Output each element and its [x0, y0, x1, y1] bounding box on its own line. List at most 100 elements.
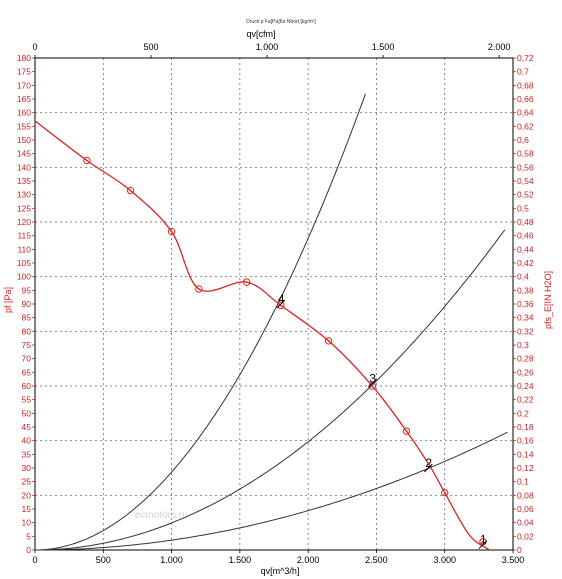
right-tick-label: 0: [517, 545, 522, 555]
bottom-tick-label: 1.500: [229, 555, 252, 565]
system-curve-line: [35, 229, 506, 551]
watermark: ecmotors.ru: [135, 510, 188, 521]
left-tick-label: 90: [22, 299, 32, 309]
operating-point-label: 4: [278, 292, 285, 306]
left-tick-label: 115: [17, 231, 31, 241]
left-tick-label: 105: [17, 258, 31, 268]
left-tick-label: 150: [17, 135, 31, 145]
fan-curve-marker-dot: [245, 281, 248, 284]
right-tick-label: 0,24: [517, 381, 534, 391]
bottom-tick-label: 2.000: [297, 555, 320, 565]
bottom-tick-label: 500: [96, 555, 111, 565]
right-tick-label: 0,5: [517, 203, 529, 213]
right-tick-label: 0,02: [517, 531, 534, 541]
operating-point-mark: [424, 463, 433, 473]
right-tick-label: 0,72: [517, 53, 534, 63]
left-tick-label: 130: [17, 190, 31, 200]
right-tick-label: 0,56: [517, 162, 534, 172]
chart-title: Druck p Fa[Pa]für Nbort.[kg/m³]: [246, 19, 316, 25]
right-tick-label: 0,08: [517, 490, 534, 500]
top-tick-label: 2.000: [488, 42, 511, 52]
right-tick-label: 0,32: [517, 326, 534, 336]
left-tick-label: 180: [17, 53, 31, 63]
left-tick-label: 135: [17, 176, 31, 186]
right-tick-label: 0,66: [517, 94, 534, 104]
fan-curve-marker-dot: [197, 288, 200, 290]
right-tick-label: 0,7: [517, 67, 529, 77]
right-tick-label: 0,62: [517, 121, 534, 131]
left-tick-label: 10: [22, 518, 32, 528]
plot-frame: [34, 57, 514, 551]
fan-curve-marker-dot: [170, 230, 173, 233]
left-tick-label: 75: [22, 340, 32, 350]
left-tick-label: 60: [22, 381, 32, 391]
right-tick-label: 0,14: [517, 449, 534, 459]
left-tick-label: 170: [17, 80, 31, 90]
operating-point-mark: [478, 540, 488, 549]
fan-curve-marker: [441, 488, 449, 497]
left-axis-label: pf [Pa]: [3, 287, 13, 313]
top-tick-label: 1.500: [372, 42, 395, 52]
right-tick-label: 0,34: [517, 313, 534, 323]
bottom-axis-label: qv[m^3/h]: [261, 566, 300, 576]
fan-curve-marker-dot: [371, 385, 374, 387]
left-tick-label: 155: [17, 121, 31, 131]
operating-point-label: 1: [480, 533, 487, 547]
left-tick-label: 85: [22, 313, 32, 323]
right-tick-label: 0,52: [517, 190, 534, 200]
left-tick-label: 5: [26, 531, 31, 541]
right-tick-label: 0,6: [517, 135, 529, 145]
right-tick-label: 0,64: [517, 108, 534, 118]
system-curve-line: [35, 431, 508, 551]
left-tick-label: 125: [17, 203, 31, 213]
top-tick-label: 500: [144, 42, 159, 52]
right-tick-label: 0,2: [517, 408, 529, 418]
bottom-axis: 0 500 1.000 1.500 2.000 2.500 3.000 3.500: [32, 550, 524, 565]
right-tick-label: 0,22: [517, 395, 534, 405]
operating-point-label: 3: [369, 371, 376, 385]
fan-curve-marker: [402, 427, 411, 435]
top-tick-label: 0: [32, 42, 37, 52]
fan-curve-marker-dot: [405, 430, 408, 432]
operating-point-label: 2: [425, 456, 432, 470]
right-tick-label: 0,42: [517, 258, 534, 268]
left-tick-label: 65: [22, 367, 32, 377]
left-tick-label: 50: [22, 408, 32, 418]
right-axis-label: pfs_E[IN H2O]: [543, 271, 553, 329]
left-tick-label: 110: [17, 244, 31, 254]
right-tick-label: 0,38: [517, 285, 534, 295]
grid: [35, 58, 513, 550]
right-tick-label: 0,16: [517, 436, 534, 446]
left-tick-label: 25: [22, 477, 32, 487]
bottom-tick-label: 2.500: [365, 555, 388, 565]
left-tick-label: 165: [17, 94, 31, 104]
left-tick-label: 175: [17, 67, 31, 77]
top-axis: 0 500 1.000 1.500 2.000: [32, 42, 510, 58]
fan-curve-marker: [126, 186, 135, 195]
left-tick-label: 20: [22, 490, 32, 500]
fan-curve-marker-dot: [443, 491, 446, 494]
right-tick-label: 0,44: [517, 244, 534, 254]
left-tick-label: 40: [22, 436, 32, 446]
left-tick-label: 35: [22, 449, 32, 459]
left-tick-label: 45: [22, 422, 32, 432]
left-axis: 0 5 10 15 20 25 30 35 40 45 50 55 60 65 70 75 80 85 90 95 10…: [17, 53, 35, 555]
right-tick-label: 0,1: [517, 477, 529, 487]
left-tick-label: 55: [22, 395, 32, 405]
right-tick-label: 0,4: [517, 272, 529, 282]
fan-curve-line: [34, 120, 491, 551]
left-tick-label: 70: [22, 354, 32, 364]
fan-curve-marker-dot: [482, 540, 484, 543]
bottom-tick-label: 0: [32, 555, 37, 565]
right-tick-label: 0,48: [517, 217, 534, 227]
right-tick-label: 0,18: [517, 422, 534, 432]
fan-curve-marker: [83, 156, 91, 165]
top-axis-label: qv[cfm]: [246, 29, 275, 39]
fan-curve-marker: [277, 301, 285, 310]
fan-curve-marker: [324, 337, 333, 345]
left-tick-label: 140: [17, 162, 31, 172]
fan-curve-marker: [167, 227, 176, 236]
system-curves: [35, 93, 508, 551]
fan-curve-marker: [195, 285, 203, 293]
